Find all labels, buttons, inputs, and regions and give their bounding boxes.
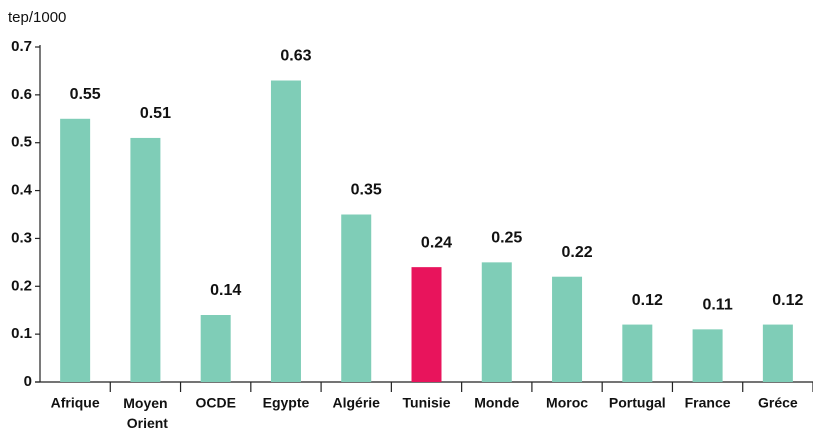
value-label: 0.22 <box>561 244 592 261</box>
value-label: 0.51 <box>140 105 171 122</box>
y-tick-label: 0.7 <box>11 38 32 55</box>
y-tick-label: 0.2 <box>11 277 32 294</box>
value-label: 0.25 <box>491 230 522 247</box>
x-tick-label: Tunisie <box>403 395 451 411</box>
x-tick-label: Algérie <box>332 395 380 411</box>
bar <box>341 214 372 382</box>
bar <box>481 262 512 382</box>
x-tick-label: OCDE <box>195 395 235 411</box>
y-tick-label: 0.4 <box>11 182 33 199</box>
bar <box>130 137 161 382</box>
bar <box>200 315 231 382</box>
value-label: 0.14 <box>210 282 241 299</box>
y-tick-label: 0.5 <box>11 134 32 151</box>
value-label: 0.24 <box>421 234 452 251</box>
y-tick-label: 0.6 <box>11 86 32 103</box>
x-tick-label: Moroc <box>546 395 588 411</box>
bar <box>411 267 442 382</box>
x-tick-label: Portugal <box>609 395 666 411</box>
value-label: 0.12 <box>632 292 663 309</box>
value-label: 0.55 <box>70 86 101 103</box>
x-tick-label: Moyen Orient <box>123 395 168 431</box>
bar <box>60 118 91 383</box>
x-tick-label: Gréce <box>758 395 798 411</box>
y-tick-label: 0.3 <box>11 229 32 246</box>
bar <box>270 80 301 382</box>
x-tick-label: Egypte <box>263 395 310 411</box>
bar <box>622 324 653 382</box>
bar <box>692 329 723 382</box>
value-label: 0.63 <box>280 48 311 65</box>
bar <box>552 276 583 382</box>
value-label: 0.35 <box>351 182 382 199</box>
y-tick-label: 0.1 <box>11 325 32 342</box>
x-tick-label: Afrique <box>51 395 100 411</box>
bar <box>762 324 793 382</box>
x-tick-label: Monde <box>474 395 519 411</box>
value-label: 0.11 <box>702 297 732 314</box>
x-tick-label: France <box>685 395 731 411</box>
value-label: 0.12 <box>772 292 803 309</box>
y-axis-label: tep/1000 <box>8 9 66 26</box>
y-tick-label: 0 <box>24 373 32 390</box>
